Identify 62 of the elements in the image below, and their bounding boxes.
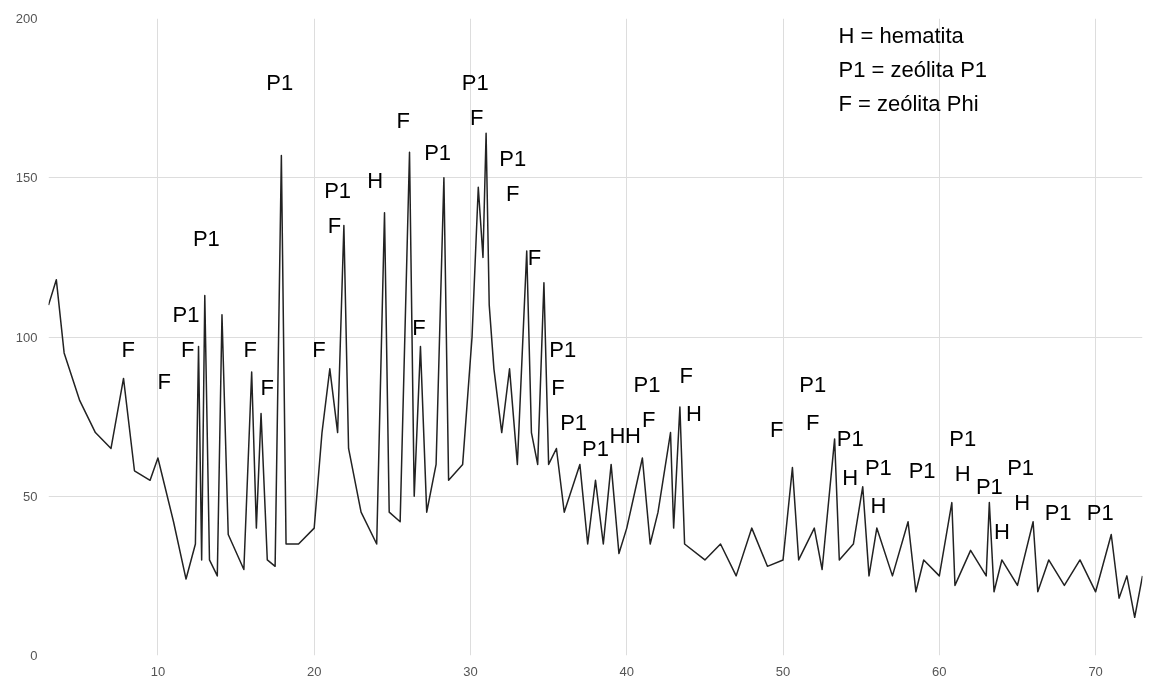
annotation: F (260, 375, 275, 401)
annotation: F (312, 337, 326, 363)
annotation: P1 (499, 146, 527, 172)
annotation: F (679, 362, 693, 388)
y-tick-label: 0 (30, 648, 38, 663)
annotation: P1 (266, 69, 294, 95)
annotation: F (327, 213, 342, 239)
x-tick-label: 60 (932, 663, 947, 679)
annotation: P1 (949, 426, 977, 452)
annotation: P1 (461, 69, 489, 95)
annotation: H (842, 464, 859, 490)
x-tick-label: 30 (463, 663, 478, 679)
annotation: F (505, 181, 520, 207)
annotation: P1 (975, 474, 1003, 500)
y-tick-label: 150 (15, 170, 38, 186)
annotation: H (367, 168, 384, 194)
annotation: F (412, 314, 426, 340)
annotation: P1 (633, 372, 661, 398)
annotation: F = zeólita Phi (838, 91, 979, 116)
annotation: P1 = zeólita P1 (838, 57, 988, 82)
annotation: P1 (172, 302, 200, 328)
x-tick-label: 10 (150, 663, 166, 679)
annotation: H (954, 461, 971, 487)
annotation: F (157, 369, 171, 395)
annotation: P1 (324, 177, 352, 203)
y-tick-label: 200 (15, 11, 38, 26)
annotation: H (870, 493, 887, 519)
line-series (48, 132, 1143, 619)
annotation: P1 (836, 426, 864, 452)
x-tick-label: 70 (1088, 663, 1103, 679)
annotation: H (1014, 490, 1031, 516)
annotation: F (527, 244, 542, 270)
annotation: H (993, 518, 1010, 544)
annotation: F (641, 407, 656, 433)
annotation: H (686, 400, 702, 426)
annotation: F (121, 337, 135, 363)
annotation: P1 (1007, 455, 1035, 481)
annotation: P1 (192, 225, 220, 251)
annotation: H = hematita (838, 23, 965, 48)
annotation: F (551, 375, 565, 401)
y-tick-label: 50 (23, 488, 38, 504)
annotation: F (770, 416, 784, 442)
annotation: P1 (424, 139, 452, 165)
x-tick-label: 20 (306, 663, 322, 679)
annotation: P1 (799, 372, 827, 398)
annotation: P1 (864, 455, 892, 481)
annotation: P1 (908, 458, 936, 484)
annotation: H (609, 423, 626, 449)
annotation: F (806, 410, 820, 436)
annotation: F (180, 337, 195, 363)
annotation: P1 (1086, 499, 1114, 525)
x-tick-label: 50 (775, 663, 791, 679)
annotation: P1 (582, 435, 609, 461)
y-tick-label: 100 (15, 329, 38, 345)
annotation: P1 (560, 410, 588, 436)
x-tick-label: 40 (619, 663, 634, 679)
annotation: F (470, 104, 484, 130)
annotation: F (396, 107, 410, 133)
annotation: P1 (549, 337, 577, 363)
annotation: H (625, 423, 641, 449)
annotation: P1 (1044, 499, 1072, 525)
annotation: F (243, 337, 257, 363)
